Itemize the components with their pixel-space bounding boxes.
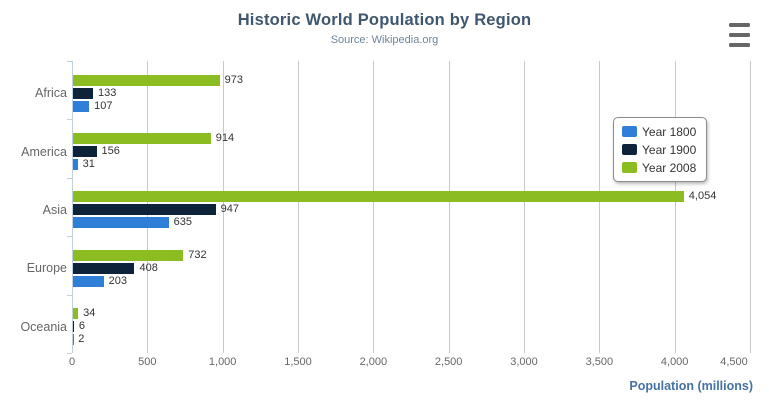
bar-row: 947 [73,203,750,216]
bar-america-year-1900[interactable] [73,146,97,158]
bar-row: 156 [73,145,750,158]
legend: Year 1800 Year 1900 Year 2008 [613,117,708,182]
bar-row: 4,054 [73,190,750,203]
export-menu-button[interactable] [729,20,755,50]
bar-europe-year-1900[interactable] [73,262,135,274]
bar-europe-year-1800[interactable] [73,275,104,287]
bar-value-label: 947 [220,203,240,216]
y-axis-tick [67,119,72,120]
gridline [675,61,676,353]
category-label-africa: Africa [35,86,67,101]
bar-asia-year-2008[interactable] [73,191,684,203]
bar-value-label: 6 [78,320,86,333]
bar-row: 6 [73,320,750,333]
bar-value-label: 34 [83,307,96,320]
bar-group-america: 914 156 31 [73,122,750,180]
y-axis-tick [67,178,72,179]
x-tick-label: 4,000 [660,356,689,368]
legend-label: Year 1900 [642,142,697,157]
bar-value-label: 973 [224,73,243,86]
bar-america-year-1800[interactable] [73,159,78,171]
category-label-oceania: Oceania [20,319,67,334]
gridline [298,61,299,353]
bar-value-label: 203 [108,274,127,287]
bar-value-label: 635 [173,216,193,229]
category-label-asia: Asia [42,203,67,217]
chart-title: Historic World Population by Region [237,11,532,29]
bar-asia-year-1900[interactable] [73,204,216,216]
legend-item-year-2008[interactable]: Year 2008 [622,160,696,175]
legend-label: Year 1800 [642,124,697,139]
x-tick-label: 4,500 [720,356,748,368]
bar-value-label: 31 [82,158,95,171]
bar-value-label: 408 [139,261,158,274]
bar-europe-year-2008[interactable] [73,249,184,261]
x-tick-label: 0 [68,356,76,368]
bar-row: 203 [73,274,750,287]
gridline [449,61,450,353]
bar-row: 635 [73,216,750,229]
legend-item-year-1900[interactable]: Year 1900 [622,142,696,157]
hamburger-menu-icon [729,33,750,37]
x-tick-label: 1,000 [208,356,237,368]
y-axis-tick [67,236,72,237]
hamburger-menu-icon [729,23,750,27]
bar-row: 133 [73,86,750,99]
bar-row: 2 [73,333,750,346]
x-tick-label: 3,000 [510,356,538,368]
x-tick-label: 3,500 [585,356,614,368]
bar-africa-year-2008[interactable] [73,74,220,86]
x-axis-title: Population (millions) [629,379,753,393]
bar-row: 973 [73,73,750,86]
bar-africa-year-1900[interactable] [73,87,94,99]
gridline [373,61,374,353]
hamburger-menu-icon [729,43,750,47]
bar-row: 408 [73,261,750,274]
category-label-europe: Europe [26,261,67,276]
bar-row: 914 [73,132,750,145]
x-tick-label: 500 [138,356,157,368]
bar-value-label: 133 [98,86,117,99]
bar-america-year-2008[interactable] [73,133,211,145]
bar-row: 34 [73,307,750,320]
legend-swatch-icon [622,162,637,173]
category-label-america: America [21,144,67,159]
bar-value-label: 156 [101,145,120,158]
bar-group-oceania: 34 6 2 [73,298,750,356]
x-tick-label: 1,500 [284,356,312,368]
gridline [524,61,525,353]
bar-group-europe: 732 408 203 [73,239,750,297]
chart-subtitle: Source: Wikipedia.org [330,34,439,46]
legend-item-year-1800[interactable]: Year 1800 [622,124,696,139]
gridline [750,61,751,353]
bar-value-label: 914 [215,132,235,145]
x-tick-label: 2,500 [434,356,463,368]
legend-swatch-icon [622,126,637,137]
x-tick-label: 2,000 [359,356,388,368]
bar-value-label: 4,054 [688,190,717,203]
bar-group-asia: 4,054 947 635 [73,181,750,239]
bar-row: 31 [73,158,750,171]
bar-oceania-year-1900[interactable] [73,321,74,333]
legend-swatch-icon [622,144,637,155]
bar-asia-year-1800[interactable] [73,217,169,229]
y-axis-tick [67,295,72,296]
bar-value-label: 2 [78,333,85,346]
bar-oceania-year-2008[interactable] [73,308,79,320]
plot-area: 973 133 107 914 156 31 4,054 947 635 732 408 203 34 6… [72,61,751,356]
y-axis-tick [67,353,72,354]
bar-row: 107 [73,99,750,112]
bar-row: 732 [73,248,750,261]
bar-group-africa: 973 133 107 [73,64,750,122]
bar-africa-year-1800[interactable] [73,100,90,112]
gridline [223,61,224,353]
legend-label: Year 2008 [642,160,697,175]
bar-value-label: 732 [188,248,207,261]
bar-value-label: 107 [94,99,113,112]
y-axis-tick [67,61,72,62]
gridline [599,61,600,353]
